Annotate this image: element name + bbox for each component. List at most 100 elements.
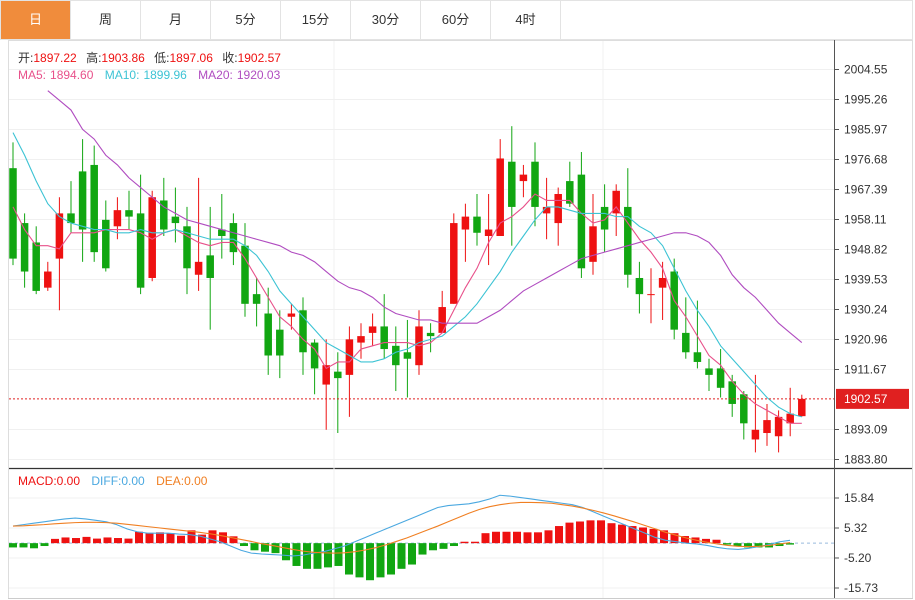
- candle: [612, 190, 620, 214]
- candle: [148, 197, 156, 278]
- macd-bar: [471, 541, 479, 544]
- candle: [299, 310, 307, 353]
- y-tick-label: 1967.39: [844, 183, 888, 197]
- candle: [473, 216, 481, 233]
- y-tick-label: 1976.68: [844, 153, 888, 167]
- y-tick-label: 1995.26: [844, 93, 888, 107]
- y-tick-label: 1939.53: [844, 273, 888, 287]
- candle: [136, 213, 145, 288]
- macd-bar: [376, 543, 385, 578]
- y-tick-label: 1920.96: [844, 332, 888, 346]
- candle: [763, 420, 771, 434]
- candle: [113, 210, 122, 227]
- macd-bar: [334, 543, 343, 566]
- candle: [322, 365, 330, 385]
- macd-y-tick-label: -5.20: [844, 551, 872, 565]
- candle: [345, 339, 354, 375]
- macd-bar: [208, 530, 217, 544]
- macd-bar: [271, 543, 280, 554]
- macd-bar: [282, 543, 290, 561]
- macd-bar: [733, 543, 742, 547]
- macd-bar: [618, 524, 626, 544]
- ma-layer: [12, 90, 803, 424]
- last-price-tag: [836, 388, 909, 409]
- macd-bar: [166, 533, 175, 544]
- candle: [229, 223, 238, 253]
- candle: [55, 213, 64, 259]
- candle: [426, 332, 435, 337]
- tab-1[interactable]: 周: [71, 1, 141, 39]
- tab-7[interactable]: 4时: [491, 1, 561, 39]
- candle: [32, 242, 40, 291]
- tab-0[interactable]: 日: [1, 1, 71, 39]
- macd-bar: [135, 531, 143, 544]
- macd-bar: [292, 543, 301, 566]
- macd-bar: [513, 531, 521, 544]
- macd-bar: [303, 543, 311, 569]
- y-tick-label: 1883.80: [844, 453, 888, 467]
- macd-bar: [313, 543, 322, 569]
- y-tick-label: 1985.97: [844, 123, 888, 137]
- macd-bar: [250, 543, 259, 551]
- candle: [589, 226, 597, 262]
- candle-layer: [9, 126, 806, 453]
- candle: [519, 174, 528, 182]
- macd-y-tick-label: 15.84: [844, 491, 874, 505]
- candle: [716, 368, 725, 388]
- dea-line: [12, 501, 791, 554]
- y-tick-label: 1948.82: [844, 242, 888, 256]
- candle: [125, 210, 133, 217]
- macd-bar: [523, 532, 532, 544]
- macd-bar: [40, 543, 49, 547]
- macd-bar: [229, 536, 238, 544]
- ma20-line: [47, 90, 803, 344]
- candle: [9, 168, 17, 259]
- candle: [624, 206, 632, 275]
- macd-bar: [156, 532, 164, 544]
- macd-bar: [492, 531, 500, 544]
- candle: [403, 352, 412, 359]
- macd-bar: [177, 535, 185, 544]
- macd-layer: [9, 494, 834, 581]
- tab-4[interactable]: 15分: [281, 1, 351, 39]
- tab-6[interactable]: 60分: [421, 1, 491, 39]
- candle: [264, 313, 272, 356]
- candle: [438, 307, 446, 333]
- macd-bar: [555, 526, 563, 544]
- candle: [484, 229, 493, 236]
- diff-line: [12, 494, 791, 557]
- macd-bar: [82, 536, 91, 544]
- tab-2[interactable]: 月: [141, 1, 211, 39]
- y-tick-label: 1958.11: [844, 212, 887, 226]
- ohlc-info: 开:1897.22 高:1903.86 低:1897.06 收:1902.57: [18, 50, 281, 65]
- candle: [450, 223, 458, 304]
- macd-bar: [51, 538, 59, 544]
- macd-bar: [586, 520, 595, 544]
- macd-bar: [754, 543, 763, 548]
- candle: [218, 229, 226, 236]
- candle: [276, 329, 284, 356]
- macd-bar: [93, 538, 101, 544]
- macd-bar: [408, 543, 416, 565]
- candle: [554, 194, 562, 224]
- last-price-label: 1902.57: [844, 392, 888, 406]
- macd-bar: [534, 532, 542, 544]
- macd-bar: [502, 531, 511, 544]
- macd-bar: [786, 543, 794, 545]
- candle: [531, 161, 539, 207]
- macd-bar: [670, 533, 679, 544]
- macd-bar: [19, 543, 28, 548]
- candle: [508, 161, 516, 207]
- y-tick-label: 1930.24: [844, 303, 888, 317]
- tab-3[interactable]: 5分: [211, 1, 281, 39]
- ma5-line: [12, 193, 802, 424]
- macd-bar: [544, 530, 553, 544]
- macd-bar: [9, 543, 17, 548]
- candle: [44, 271, 52, 288]
- macd-bar: [723, 543, 731, 545]
- tab-5[interactable]: 30分: [351, 1, 421, 39]
- macd-bar: [345, 543, 353, 575]
- macd-bar: [355, 543, 364, 578]
- macd-bar: [30, 543, 38, 549]
- y-tick-label: 1911.67: [844, 362, 887, 376]
